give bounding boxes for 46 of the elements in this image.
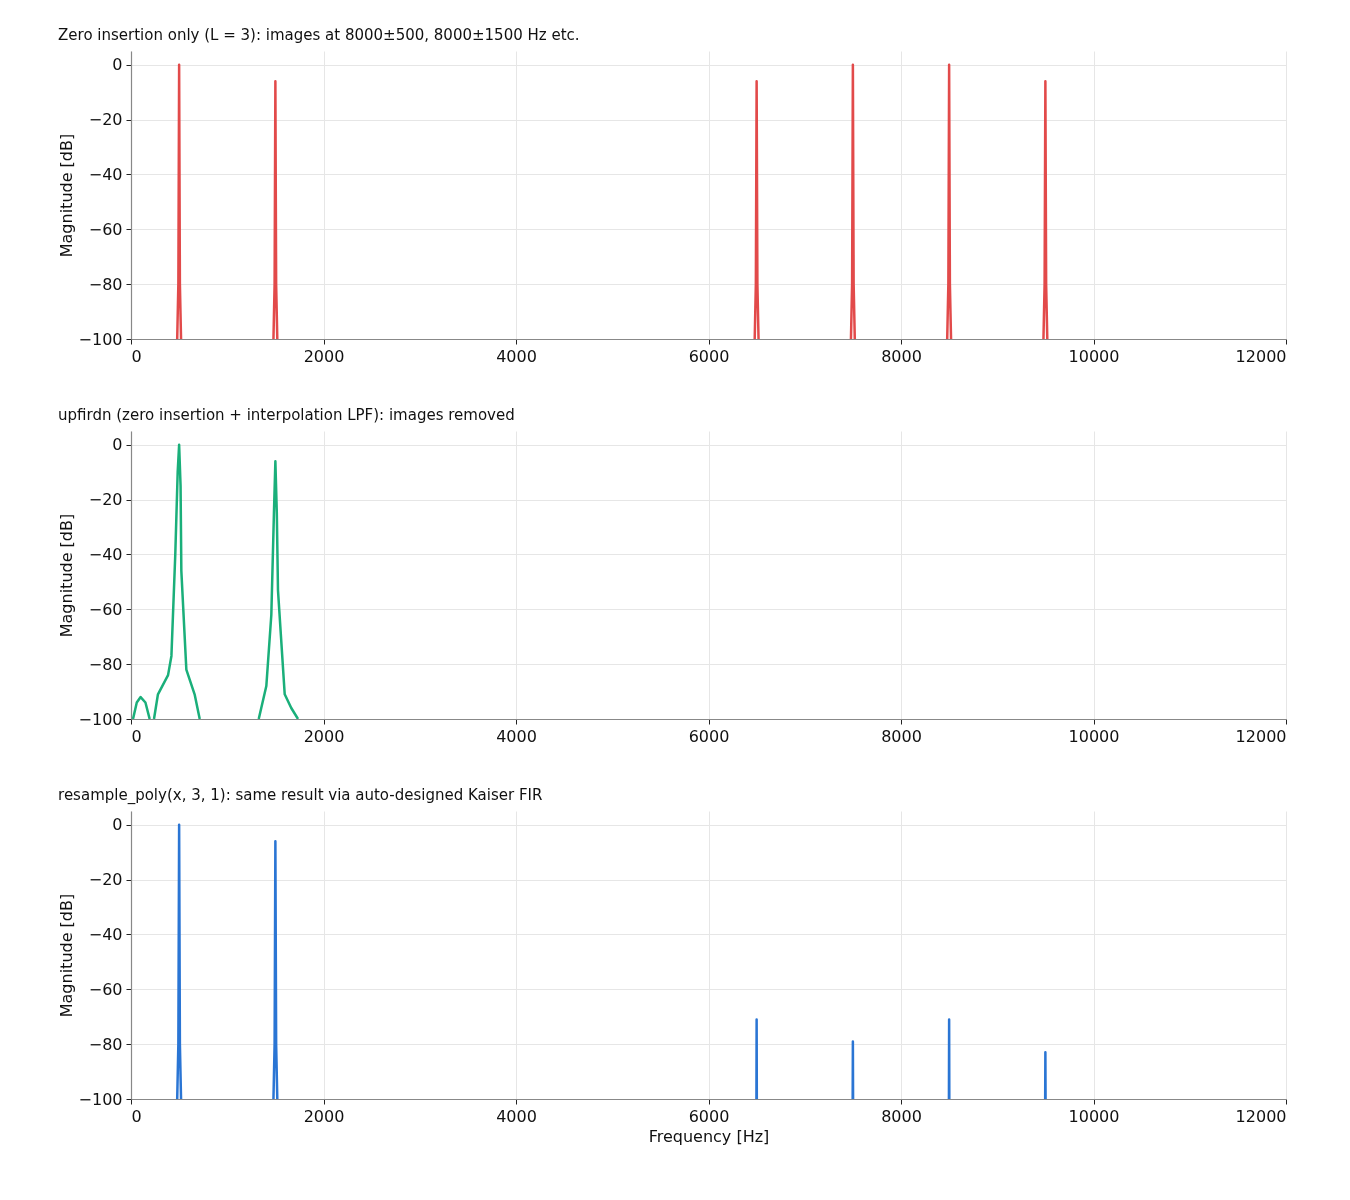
x-tick-label: 2000 bbox=[303, 346, 345, 366]
y-tick-label: −60 bbox=[88, 979, 123, 999]
y-tick-label: −80 bbox=[88, 274, 123, 294]
y-tick-label: −100 bbox=[78, 1089, 123, 1109]
x-tick-label: 12000 bbox=[1235, 1106, 1287, 1126]
y-tick-label: 0 bbox=[112, 435, 123, 455]
x-tick-label: 0 bbox=[131, 1106, 142, 1126]
y-tick-label: −40 bbox=[88, 164, 123, 184]
chart-title: resample_poly(x, 3, 1): same result via auto-designed Kaiser FIR bbox=[58, 786, 543, 805]
x-tick-label: 8000 bbox=[881, 726, 922, 746]
y-axis-title: Magnitude [dB] bbox=[56, 893, 76, 1018]
x-tick-label: 2000 bbox=[303, 726, 345, 746]
x-tick-label: 6000 bbox=[688, 346, 730, 366]
chart-title: Zero insertion only (L = 3): images at 8000±500, 8000±1500 Hz etc. bbox=[58, 26, 580, 44]
y-tick-label: −60 bbox=[88, 219, 123, 239]
y-tick-label: −40 bbox=[88, 924, 123, 944]
x-tick-label: 4000 bbox=[496, 726, 537, 746]
x-tick-label: 10000 bbox=[1068, 1106, 1120, 1126]
x-tick-label: 12000 bbox=[1235, 346, 1287, 366]
x-tick-label: 10000 bbox=[1068, 726, 1120, 746]
x-axis-title: Frequency [Hz] bbox=[648, 1126, 770, 1146]
y-tick-label: −80 bbox=[88, 1034, 123, 1054]
x-tick-label: 6000 bbox=[688, 1106, 730, 1126]
y-tick-label: −100 bbox=[78, 329, 123, 349]
x-tick-label: 8000 bbox=[881, 1106, 922, 1126]
y-tick-label: −20 bbox=[88, 870, 123, 890]
x-tick-label: 2000 bbox=[303, 1106, 345, 1126]
x-tick-label: 4000 bbox=[496, 346, 537, 366]
x-tick-label: 12000 bbox=[1235, 726, 1287, 746]
x-tick-label: 10000 bbox=[1068, 346, 1120, 366]
x-tick-label: 0 bbox=[131, 346, 142, 366]
y-tick-label: −20 bbox=[88, 490, 123, 510]
chart-title: upfirdn (zero insertion + interpolation LPF): images removed bbox=[58, 406, 515, 424]
y-tick-label: −20 bbox=[88, 110, 123, 130]
y-tick-label: −100 bbox=[78, 709, 123, 729]
x-tick-label: 8000 bbox=[881, 346, 922, 366]
x-tick-label: 6000 bbox=[688, 726, 730, 746]
x-tick-label: 4000 bbox=[496, 1106, 537, 1126]
y-tick-label: −40 bbox=[88, 544, 123, 564]
y-axis-title: Magnitude [dB] bbox=[56, 133, 76, 258]
y-axis-title: Magnitude [dB] bbox=[56, 513, 76, 638]
y-tick-label: −80 bbox=[88, 654, 123, 674]
x-tick-label: 0 bbox=[131, 726, 142, 746]
y-tick-label: −60 bbox=[88, 599, 123, 619]
y-tick-label: 0 bbox=[112, 55, 123, 75]
y-tick-label: 0 bbox=[112, 815, 123, 835]
